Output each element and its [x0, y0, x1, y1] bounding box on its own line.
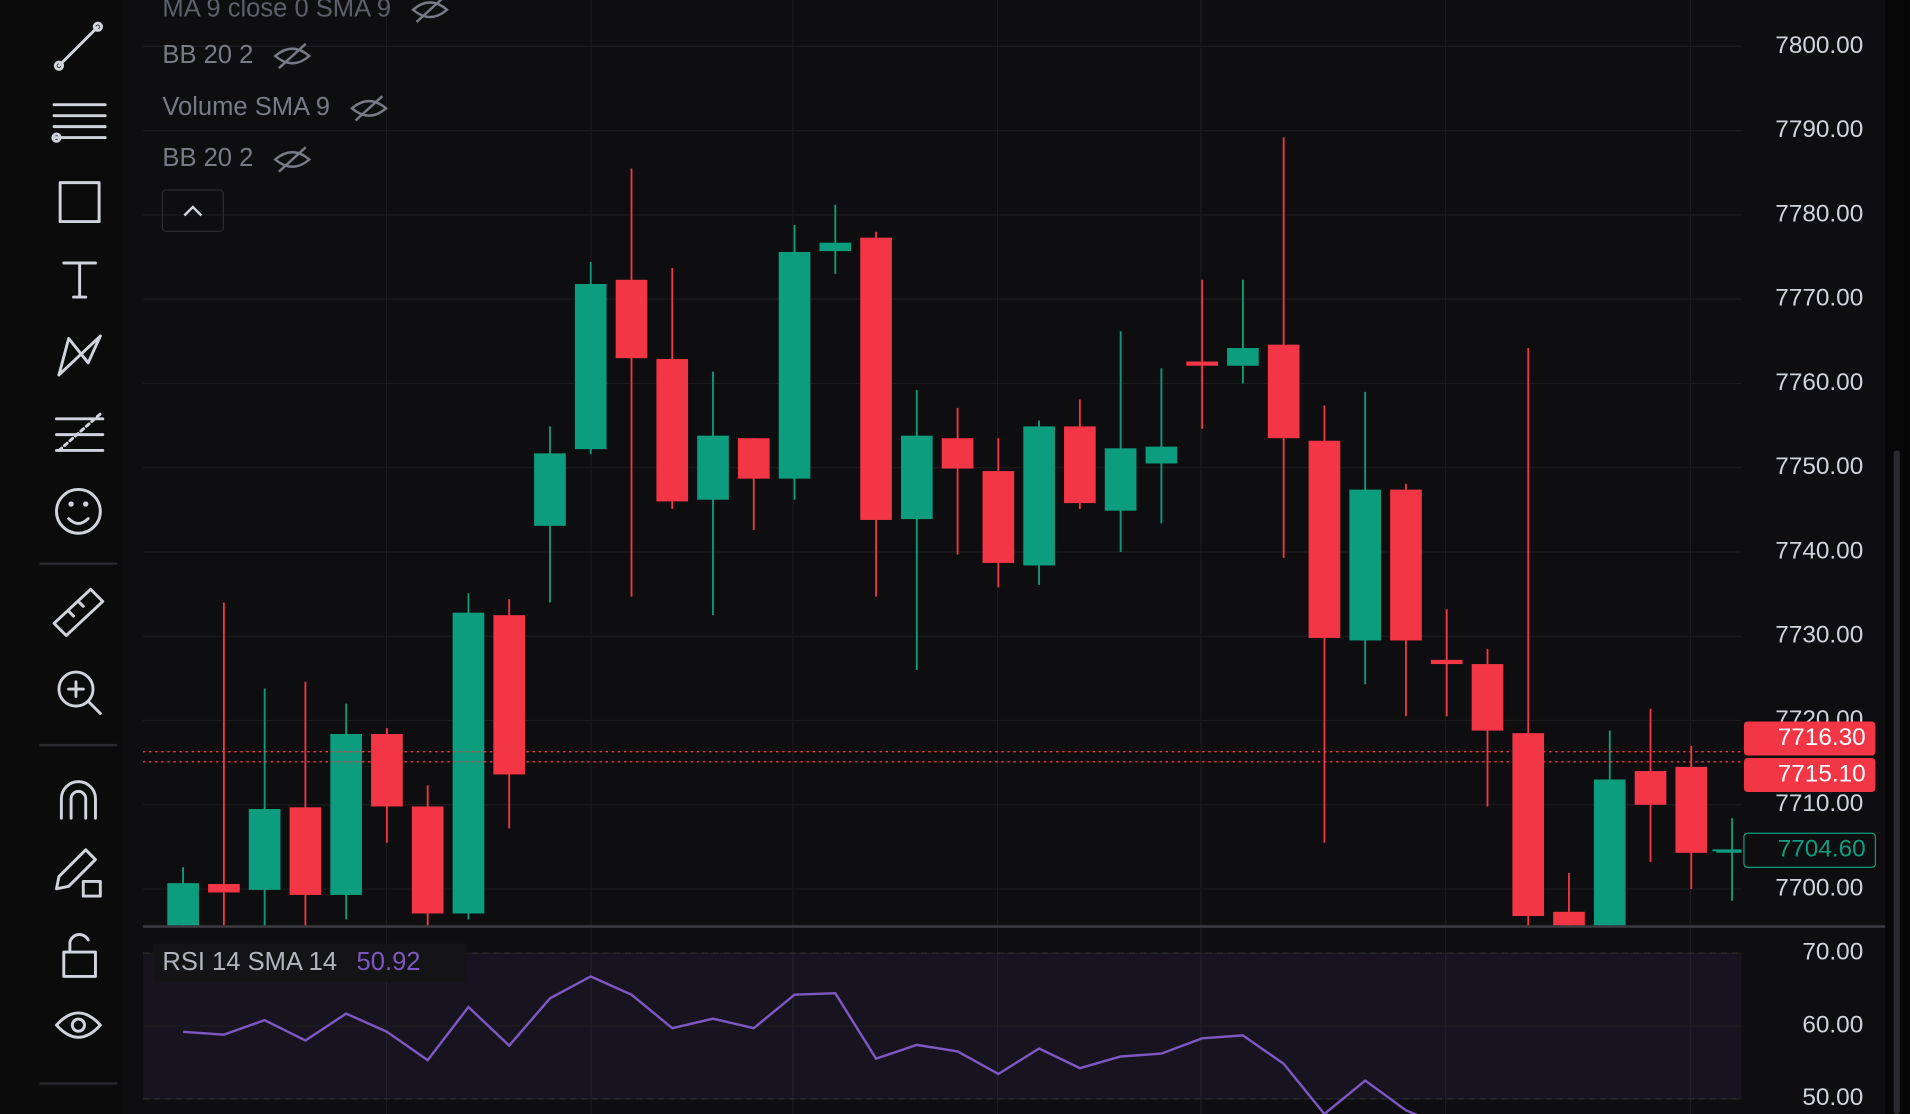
ruler-tool[interactable]	[52, 587, 105, 637]
last-price-box	[1743, 832, 1877, 868]
candle-body	[900, 435, 933, 520]
rsi-tick-label: 50.00	[1802, 1084, 1863, 1111]
candle-body	[1512, 733, 1545, 917]
eye-slash	[415, 0, 443, 23]
candle-body	[1675, 766, 1708, 853]
hidden-eye-icon[interactable]	[411, 0, 449, 23]
candle-body	[493, 615, 526, 775]
emoji-tool[interactable]	[55, 487, 102, 535]
scrollbar[interactable]	[1893, 450, 1900, 1114]
rsi-tick-label: 70.00	[1802, 939, 1863, 966]
lock-drawing-tool[interactable]	[55, 848, 102, 898]
rsi-line	[183, 975, 1419, 1114]
collapse-button[interactable]	[161, 189, 224, 232]
y-tick-label: 7760.00	[1775, 369, 1863, 396]
candle-body	[371, 733, 403, 807]
candle-body	[330, 733, 362, 895]
candle-body	[697, 435, 729, 500]
candle-body	[1471, 664, 1504, 731]
candle-body	[1267, 344, 1300, 439]
hidden-eye-icon[interactable]	[350, 95, 388, 122]
candle-body	[1227, 348, 1259, 366]
y-tick-label: 7790.00	[1775, 116, 1863, 143]
overlay: 7700.007710.007720.007730.007740.007750.…	[152, 0, 1877, 1111]
y-tick-label: 7750.00	[1775, 453, 1863, 480]
candle-body	[982, 471, 1015, 563]
collapse-icon	[183, 205, 203, 217]
toolbar-icons	[39, 21, 118, 1085]
candle-body	[1104, 448, 1137, 511]
y-tick-label: 7740.00	[1775, 537, 1863, 564]
candle-body	[1553, 911, 1585, 926]
rsi-legend-bg	[152, 943, 467, 983]
zoom-tool[interactable]	[57, 670, 102, 715]
price-pane	[142, 45, 1742, 926]
candle-body	[289, 807, 322, 895]
candle-body	[1593, 779, 1626, 926]
y-tick-label: 7730.00	[1775, 622, 1863, 649]
candle-body	[1308, 440, 1341, 638]
y-tick-label: 7770.00	[1775, 285, 1863, 312]
eye-slash	[354, 95, 384, 122]
price-label: 7716.30	[1778, 724, 1866, 751]
indicator-legend: BB 20 2	[162, 144, 253, 172]
hidden-eye-icon[interactable]	[273, 42, 312, 70]
last-price-label: 7704.60	[1778, 836, 1866, 863]
y-tick-label: 7780.00	[1775, 200, 1863, 227]
text-tool[interactable]	[62, 261, 97, 299]
rect-tool[interactable]	[58, 181, 101, 224]
y-tick-label: 7800.00	[1775, 32, 1863, 59]
candle-body	[452, 612, 485, 914]
y-tick-label: 7710.00	[1775, 790, 1863, 817]
candle-body	[860, 237, 892, 520]
candle-body	[1145, 446, 1178, 464]
visibility-tool[interactable]	[55, 1011, 102, 1039]
candle-body	[1064, 426, 1096, 504]
eye-slash	[278, 42, 307, 70]
candle-body	[167, 883, 199, 926]
candle-body	[819, 242, 852, 252]
candle-body	[574, 283, 607, 450]
lines-tool[interactable]	[51, 103, 107, 143]
candle-body	[1390, 489, 1422, 641]
price-label-box	[1743, 757, 1876, 793]
candle-body	[1349, 489, 1382, 641]
lock-tool[interactable]	[62, 933, 97, 978]
indicator-legend: MA 9 close 0 SMA 9	[162, 0, 391, 22]
trend-line-tool[interactable]	[53, 21, 104, 71]
candle-body	[1634, 771, 1667, 805]
indicator-legend: BB 20 2	[162, 41, 253, 69]
candle-body	[534, 453, 566, 526]
hidden-eye-icon[interactable]	[273, 146, 312, 173]
magnet-tool[interactable]	[59, 780, 97, 820]
candle-body	[1430, 659, 1463, 665]
rsi-value: 50.92	[357, 948, 421, 976]
candle-body	[778, 251, 811, 479]
candle-body	[656, 358, 689, 502]
grid	[385, 0, 1691, 1114]
price-label: 7715.10	[1778, 760, 1866, 787]
y-tick-label: 7700.00	[1775, 874, 1863, 901]
rsi-tick-label: 60.00	[1802, 1011, 1863, 1038]
candle-body	[941, 438, 974, 469]
candle-body	[411, 806, 444, 914]
candle-body	[737, 438, 770, 479]
candle-body	[208, 883, 240, 893]
rsi-legend: RSI 14 SMA 14	[162, 948, 337, 976]
pattern-tool[interactable]	[57, 334, 102, 377]
candle-body	[1023, 426, 1055, 566]
candle-body	[248, 808, 281, 890]
fib-tool[interactable]	[55, 412, 105, 452]
candle-body	[615, 279, 648, 359]
toolbar	[0, 0, 123, 1114]
price-label-box	[1743, 721, 1876, 756]
eye-slash	[278, 146, 307, 173]
candle-body	[1716, 850, 1742, 853]
candle-body	[1186, 361, 1218, 366]
indicator-legend: Volume SMA 9	[162, 93, 330, 121]
